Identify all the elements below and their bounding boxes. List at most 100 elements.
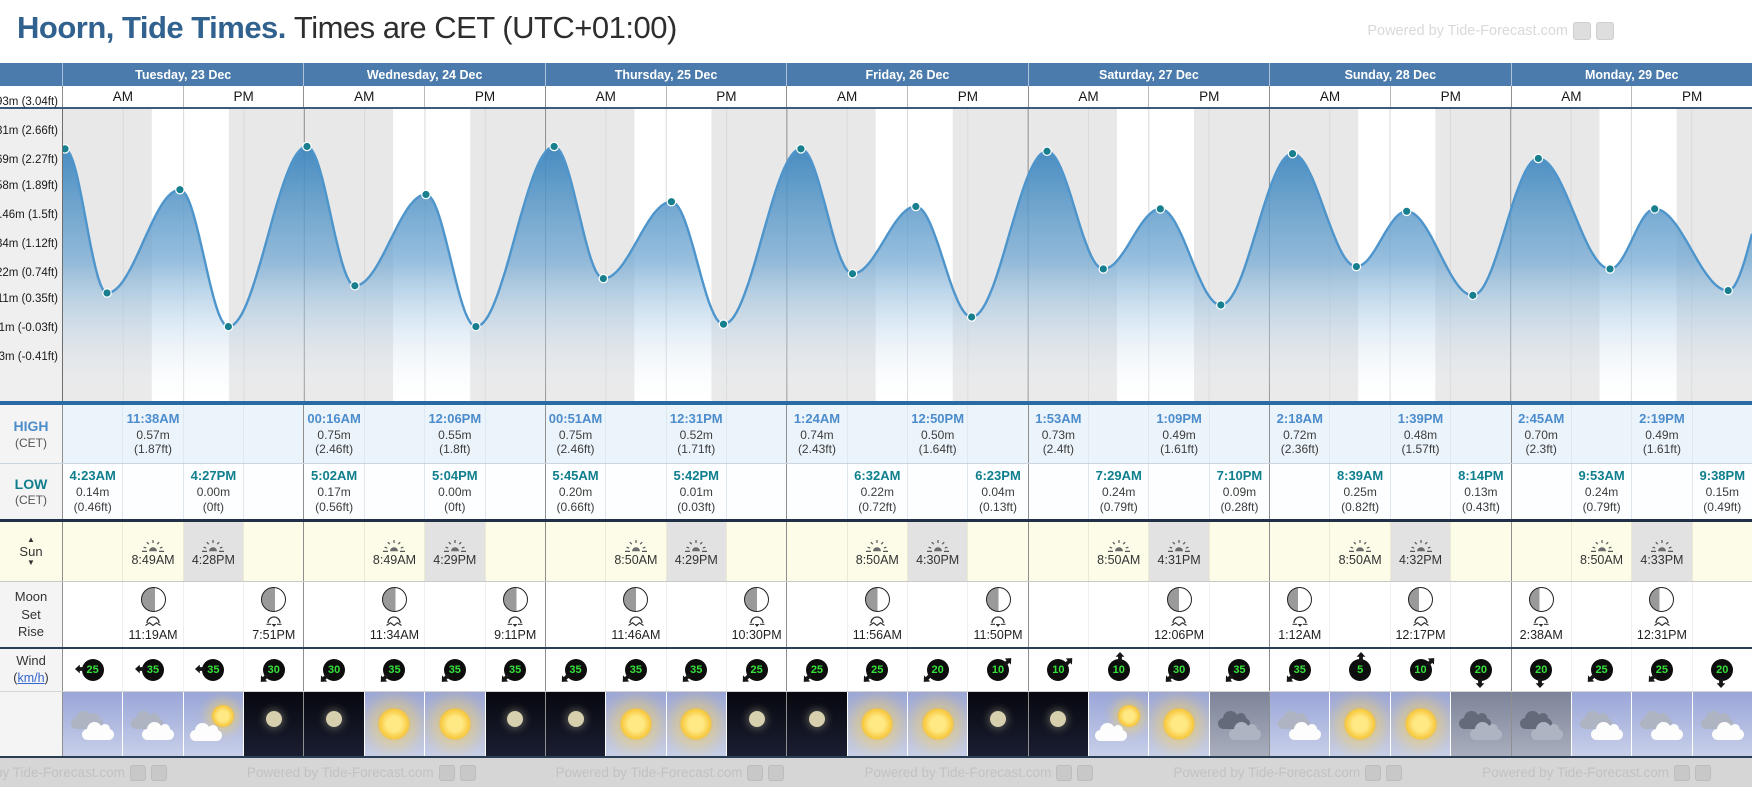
day-high-cells: 00:51AM 0.75m (2.46ft) 12:31PM 0.52m (1.71ft)	[544, 405, 787, 463]
play-store-badge-icon[interactable]	[1386, 764, 1403, 781]
moon-rise-time: 2:38AM	[1519, 628, 1563, 642]
low-tide-cell	[243, 464, 304, 519]
day-high-cells: 1:24AM 0.74m (2.43ft) 12:50PM 0.50m (1.64ft)	[786, 405, 1028, 463]
low-tide-time: 4:27PM	[190, 468, 237, 484]
wind-direction-arrow	[1421, 652, 1438, 669]
sunny-weather-tile	[363, 692, 425, 756]
wind-cell: 5	[1329, 649, 1389, 691]
day-sun-cells: 8:50AM 4:32PM	[1269, 522, 1511, 581]
high-tide-cell	[1450, 405, 1511, 463]
powered-by-text[interactable]: Powered by Tide-Forecast.com	[246, 765, 434, 780]
moon-cell	[304, 582, 363, 647]
moon-cell	[182, 582, 243, 647]
tide-height-ft: (2.46ft)	[556, 442, 595, 457]
day-moon-cells: 11:56AM 11:50PM	[786, 582, 1027, 647]
wind-direction-arrow	[1535, 677, 1547, 689]
high-tide-cell	[363, 405, 425, 463]
wind-cell: 25	[1631, 649, 1691, 691]
app-store-badge-icon[interactable]	[1365, 764, 1382, 781]
moonrise-icon	[747, 614, 767, 627]
wind-speed: 20	[1469, 659, 1492, 681]
am-header: AM	[112, 89, 133, 104]
app-store-badge-icon[interactable]	[1056, 764, 1073, 781]
day-low-cells: 4:23AM 0.14m (0.46ft) 4:27PM 0.00m (0ft)	[63, 464, 304, 519]
wind-cell: 30	[304, 649, 363, 691]
sunrise-icon	[381, 538, 407, 553]
sun-collapse-down-icon[interactable]: ▼	[27, 558, 35, 568]
cloud-icon	[1278, 711, 1311, 729]
wind-direction-arrow	[558, 671, 575, 688]
sun-row: ▲ Sun ▼ 8:49AM 4:28PM 8:49AM 4:29PM 8:50AM 4:29P…	[0, 522, 1752, 582]
app-store-badge-icon[interactable]	[1573, 22, 1591, 40]
wind-badge: 30	[1161, 654, 1197, 686]
wind-speed: 20	[1530, 659, 1553, 681]
sun-cell: 4:29PM	[665, 522, 726, 581]
tide-height-m: 0.50m	[920, 427, 955, 442]
play-store-badge-icon[interactable]	[1694, 764, 1711, 781]
high-tide-time: 1:09PM	[1156, 410, 1202, 426]
app-store-badge-icon[interactable]	[747, 764, 764, 781]
ampm-stub	[0, 86, 63, 107]
app-store-badge-icon[interactable]	[129, 764, 146, 781]
wind-cell: 10	[967, 649, 1027, 691]
play-store-badge-icon[interactable]	[1596, 22, 1614, 40]
wind-speed: 5	[1349, 659, 1372, 681]
tide-height-m: 0.24m	[1102, 485, 1136, 500]
day-ampm: AM PM	[1269, 86, 1510, 107]
y-axis-label: 0.22m (0.74ft)	[0, 266, 58, 279]
moon-phase-icon	[864, 587, 890, 612]
sun-collapse-up-icon[interactable]: ▲	[27, 534, 35, 544]
clear-night-weather-tile	[1028, 692, 1089, 756]
tide-height-ft: (0.66ft)	[556, 499, 595, 514]
moon-rise-time: 1:12AM	[1278, 628, 1322, 642]
play-store-badge-icon[interactable]	[459, 764, 476, 781]
powered-by-text[interactable]: Powered by Tide-Forecast.com	[0, 765, 125, 780]
day-wind-cells: 30 35 35 35	[303, 649, 544, 691]
sun-cell: 8:50AM	[1329, 522, 1390, 581]
high-tide-cell	[1570, 405, 1632, 463]
moon-icon	[808, 710, 825, 727]
wind-paren-close: )	[44, 671, 49, 686]
sunrise-time: 8:50AM	[1580, 553, 1624, 567]
low-tide-row: LOW (CET) 4:23AM 0.14m (0.46ft) 4:27PM 0.00m (0…	[0, 464, 1752, 522]
ampm-row: AM PM AM PM AM PM AM PM AM PM AM PM AM PM	[0, 86, 1752, 109]
powered-by-text[interactable]: Powered by Tide-Forecast.com	[1173, 765, 1361, 780]
powered-by-text[interactable]: Powered by Tide-Forecast.com	[1367, 23, 1568, 39]
app-store-badge-icon[interactable]	[438, 764, 455, 781]
tide-height-m: 0.52m	[679, 427, 713, 442]
tide-height-ft: (0.72ft)	[858, 499, 897, 514]
moon-phase-icon	[1649, 587, 1675, 612]
day-moon-cells: 11:46AM 10:30PM	[544, 582, 786, 647]
moon-cell	[665, 582, 726, 647]
tide-height-m: 0.09m	[1222, 485, 1257, 500]
wind-cell: 35	[182, 649, 243, 691]
moonrise-icon	[1531, 614, 1551, 627]
sunrise-time: 8:50AM	[1097, 553, 1141, 567]
low-tide-time: 5:45AM	[552, 468, 599, 484]
wind-cell: 35	[363, 649, 424, 691]
day-ampm: AM PM	[63, 86, 303, 107]
wind-cell: 25	[63, 649, 122, 691]
cloud-icon	[1700, 711, 1733, 729]
play-store-badge-icon[interactable]	[1077, 764, 1094, 781]
sunset-icon	[925, 538, 951, 553]
powered-by-text[interactable]: Powered by Tide-Forecast.com	[555, 765, 743, 780]
footer-powered-by: Powered by Tide-Forecast.com	[864, 764, 1094, 781]
low-tide-time: 7:29AM	[1095, 468, 1142, 484]
play-store-badge-icon[interactable]	[150, 764, 167, 781]
moonset-icon	[867, 614, 887, 627]
app-store-badge-icon[interactable]	[1673, 764, 1690, 781]
high-label: HIGH	[13, 418, 49, 435]
moon-cell: 12:17PM	[1389, 582, 1450, 647]
sun-cell: 4:30PM	[906, 522, 968, 581]
wind-unit-link[interactable]: km/h	[17, 671, 45, 686]
page-footer: Powered by Tide-Forecast.com Powered by T…	[0, 758, 1752, 787]
powered-by-text[interactable]: Powered by Tide-Forecast.com	[1482, 765, 1669, 780]
wind-cell: 35	[122, 649, 182, 691]
wind-cell: 25	[846, 649, 907, 691]
sunset-icon	[683, 538, 709, 553]
powered-by-text[interactable]: Powered by Tide-Forecast.com	[864, 765, 1052, 780]
wind-badge: 10	[1040, 654, 1076, 686]
play-store-badge-icon[interactable]	[768, 764, 785, 781]
